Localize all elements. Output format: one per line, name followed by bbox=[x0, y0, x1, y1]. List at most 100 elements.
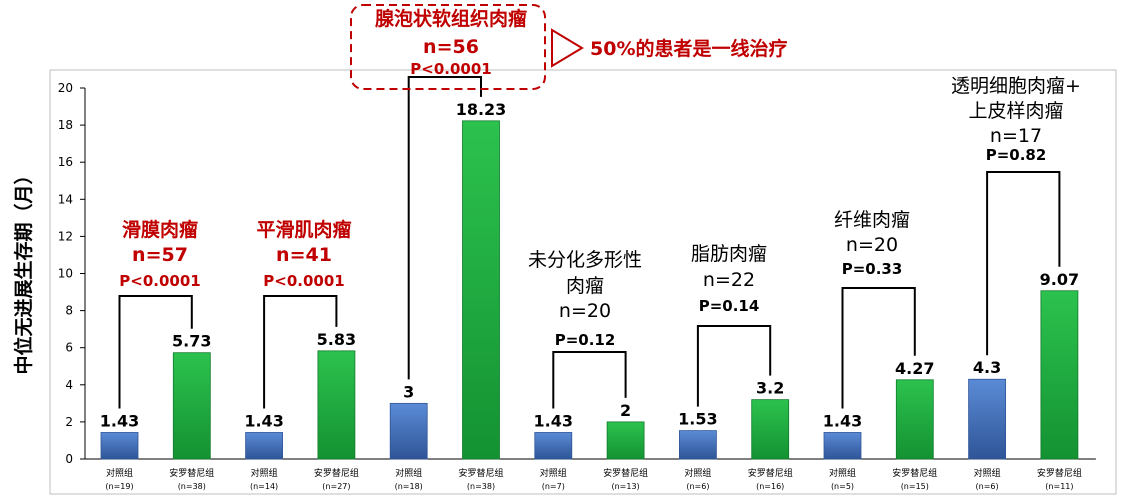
group-n-label: n=56 bbox=[423, 36, 479, 58]
group-name-label: 透明细胞肉瘤+ bbox=[951, 75, 1081, 97]
control-bar bbox=[389, 402, 428, 460]
comparison-bracket bbox=[696, 325, 772, 407]
bar-value-label: 4.3 bbox=[973, 358, 1001, 377]
x-tick-n-label: (n=18) bbox=[395, 482, 423, 491]
bar-value-label: 3 bbox=[403, 382, 414, 401]
bar-value-label: 9.07 bbox=[1040, 270, 1079, 289]
x-tick-label: 安罗替尼组 bbox=[314, 467, 359, 479]
control-bar bbox=[245, 432, 284, 460]
anlotinib-bar bbox=[606, 421, 645, 460]
bars bbox=[100, 120, 1079, 460]
bar-value-label: 5.83 bbox=[317, 330, 356, 349]
x-tick-n-label: (n=19) bbox=[105, 482, 133, 491]
group-name-label: 腺泡状软组织肉瘤 bbox=[374, 7, 527, 30]
group-n-label: n=20 bbox=[846, 234, 898, 256]
y-tick-label: 10 bbox=[58, 267, 73, 281]
y-tick-label: 0 bbox=[65, 452, 73, 466]
comparison-brackets bbox=[118, 76, 1061, 409]
group-p-value: P=0.82 bbox=[986, 146, 1047, 164]
y-tick-label: 18 bbox=[58, 118, 73, 132]
comparison-bracket bbox=[407, 76, 482, 380]
comparison-bracket bbox=[263, 295, 338, 409]
group-name-label: 未分化多形性 bbox=[528, 249, 642, 271]
group-n-label: n=17 bbox=[990, 125, 1042, 147]
x-tick-n-label: (n=7) bbox=[542, 482, 565, 491]
y-tick-label: 14 bbox=[58, 192, 73, 206]
comparison-bracket bbox=[841, 287, 916, 409]
x-tick-label: 对照组 bbox=[395, 467, 422, 479]
x-tick-label: 对照组 bbox=[974, 467, 1001, 479]
y-axis-label: 中位无进展生存期（月） bbox=[12, 165, 35, 374]
anlotinib-bar bbox=[751, 399, 790, 460]
group-p-value: P=0.12 bbox=[555, 331, 616, 349]
group-p-value: P=0.33 bbox=[842, 260, 903, 278]
bar-value-label: 2 bbox=[620, 401, 631, 420]
y-tick-label: 4 bbox=[65, 378, 73, 392]
y-tick-label: 2 bbox=[65, 415, 73, 429]
x-tick-n-label: (n=38) bbox=[467, 482, 495, 491]
bar-value-label: 4.27 bbox=[895, 359, 934, 378]
group-name-label: 纤维肉瘤 bbox=[834, 209, 910, 231]
y-tick-label: 6 bbox=[65, 341, 73, 355]
x-tick-label: 安罗替尼组 bbox=[892, 467, 937, 479]
value-labels: 1.43 5.73 1.43 5.83 3 18.23 1.43 2 1.53 3.2 1.43 4.… bbox=[100, 100, 1079, 431]
group-annotations: 滑膜肉瘤 n=57 P<0.0001 平滑肌肉瘤 n=41 P<0.0001 腺泡状软组织肉… bbox=[119, 7, 1081, 349]
x-tick-n-label: (n=15) bbox=[901, 482, 929, 491]
control-bar bbox=[679, 430, 717, 460]
group-n-label: n=20 bbox=[559, 300, 611, 322]
callout: 50%的患者是一线治疗 bbox=[350, 4, 787, 90]
x-tick-label: 对照组 bbox=[251, 467, 278, 479]
group-name-label: 平滑肌肉瘤 bbox=[256, 218, 351, 241]
anlotinib-bar bbox=[1040, 290, 1079, 460]
control-bar bbox=[100, 432, 139, 460]
x-tick-n-label: (n=11) bbox=[1045, 482, 1073, 491]
callout-arrow-icon bbox=[551, 28, 584, 68]
x-tick-n-label: (n=13) bbox=[611, 482, 639, 491]
bar-value-label: 1.43 bbox=[534, 411, 573, 430]
y-tick-label: 20 bbox=[58, 81, 73, 95]
x-tick-label: 对照组 bbox=[106, 467, 133, 479]
x-tick-n-label: (n=6) bbox=[686, 482, 709, 491]
x-tick-n-label: (n=14) bbox=[250, 482, 278, 491]
control-bar bbox=[823, 432, 862, 460]
callout-text: 50%的患者是一线治疗 bbox=[590, 37, 787, 60]
group-p-value: P<0.0001 bbox=[410, 60, 491, 78]
x-tick-n-label: (n=27) bbox=[322, 482, 350, 491]
axes: 0 2 4 6 8 10 12 14 16 18 20 bbox=[58, 81, 1096, 466]
control-bar bbox=[968, 378, 1006, 460]
y-tick-label: 12 bbox=[58, 229, 73, 243]
bar-value-label: 18.23 bbox=[456, 100, 507, 119]
control-bar bbox=[534, 432, 573, 460]
x-tick-label: 对照组 bbox=[684, 467, 711, 479]
y-tick-label: 8 bbox=[65, 304, 73, 318]
group-p-value: P=0.14 bbox=[699, 297, 760, 315]
group-name-label: 滑膜肉瘤 bbox=[122, 218, 198, 241]
x-tick-label: 安罗替尼组 bbox=[1037, 467, 1082, 479]
bar-value-label: 1.43 bbox=[823, 411, 862, 430]
plot-frame bbox=[49, 69, 1117, 495]
bar-value-label: 3.2 bbox=[756, 379, 784, 398]
group-name-label: 上皮样肉瘤 bbox=[968, 100, 1063, 122]
comparison-bracket bbox=[118, 295, 193, 409]
x-tick-n-label: (n=38) bbox=[178, 482, 206, 491]
x-tick-label: 安罗替尼组 bbox=[458, 467, 503, 479]
x-tick-n-label: (n=16) bbox=[756, 482, 784, 491]
bar-value-label: 5.73 bbox=[172, 332, 211, 351]
anlotinib-bar bbox=[462, 120, 500, 460]
anlotinib-bar bbox=[317, 350, 356, 460]
anlotinib-bar bbox=[172, 352, 211, 460]
x-tick-label: 安罗替尼组 bbox=[603, 467, 648, 479]
group-name-label: 脂肪肉瘤 bbox=[691, 243, 767, 265]
x-tick-labels: 对照组 (n=19) 安罗替尼组 (n=38) 对照组 (n=14) 安罗替尼组 (n=27)… bbox=[105, 467, 1082, 491]
bar-value-label: 1.43 bbox=[244, 411, 283, 430]
bar-value-label: 1.43 bbox=[100, 411, 139, 430]
x-tick-label: 安罗替尼组 bbox=[169, 467, 214, 479]
highlight-dashed-box bbox=[350, 4, 546, 90]
anlotinib-bar bbox=[895, 379, 934, 460]
comparison-bracket bbox=[552, 351, 627, 409]
x-tick-n-label: (n=6) bbox=[976, 482, 999, 491]
group-p-value: P<0.0001 bbox=[263, 272, 344, 290]
x-tick-label: 对照组 bbox=[829, 467, 856, 479]
x-tick-label: 安罗替尼组 bbox=[748, 467, 793, 479]
